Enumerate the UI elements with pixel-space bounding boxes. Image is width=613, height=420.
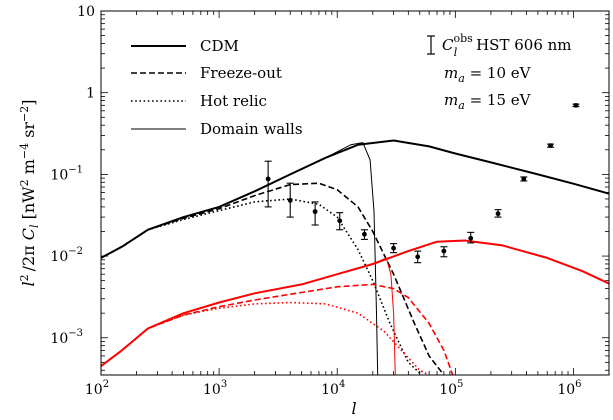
x-axis-label: l — [351, 399, 356, 418]
obs-point-10 — [520, 176, 528, 182]
obs-point-7 — [440, 246, 448, 258]
ma-10ev-label: ma = 10 eV — [444, 64, 532, 85]
series-15eV-freeze-out — [101, 283, 454, 375]
y-axis-label: l2/2π Cl [nW2 m−4 sr−2] — [18, 99, 41, 286]
y-tick-label-0: 10−3 — [50, 328, 83, 347]
legend-label-domain-walls: Domain walls — [200, 120, 303, 138]
y-tick-label-2: 10−1 — [50, 164, 83, 183]
obs-legend-label: Cobs l HST 606 nm — [442, 32, 572, 59]
x-tick-label-3: 105 — [439, 379, 463, 398]
obs-point-6 — [414, 250, 422, 264]
obs-label-base: C — [442, 36, 454, 54]
series-10eV-cdm — [101, 139, 609, 259]
tick-labels: 102 103 104 105 106 10−3 10−2 10−1 1 10 — [50, 4, 581, 398]
obs-point-12 — [572, 102, 580, 108]
x-tick-label-1: 103 — [203, 379, 227, 398]
obs-legend: Cobs l HST 606 nm ma = 10 eV ma = 15 eV — [427, 32, 572, 112]
axis-ticks — [100, 10, 610, 375]
obs-label-sup: obs — [453, 32, 473, 45]
x-tick-label-0: 102 — [85, 379, 109, 398]
legend-label-hot-relic: Hot relic — [200, 92, 267, 110]
svg-text:l2/2π Cl [nW2 m−4 sr−2]: l2/2π Cl [nW2 m−4 sr−2] — [18, 99, 41, 286]
obs-legend-marker — [427, 35, 435, 55]
obs-point-4 — [360, 229, 368, 240]
ma10-rest: = 10 eV — [465, 64, 532, 82]
y-tick-label-1: 10−2 — [50, 246, 83, 265]
legend: CDM Freeze-out Hot relic Domain walls — [131, 37, 303, 138]
obs-point-8 — [467, 231, 475, 244]
obs-point-11 — [547, 143, 555, 149]
series-layer — [101, 139, 609, 375]
obs-point-0 — [264, 160, 272, 208]
obs-label-sub: l — [454, 46, 458, 59]
ma15-sub: a — [458, 99, 465, 112]
obs-point-9 — [494, 209, 502, 218]
series-15eV-hot-relic — [101, 301, 430, 375]
series-10eV-domain-walls — [101, 142, 379, 375]
obs-point-1 — [286, 182, 294, 218]
series-10eV-freeze-out — [101, 182, 445, 375]
ma15-var: m — [444, 91, 458, 109]
obs-point-3 — [336, 212, 344, 231]
x-tick-label-4: 106 — [557, 379, 581, 398]
x-tick-label-2: 104 — [321, 379, 345, 398]
obs-point-5 — [390, 243, 398, 254]
plot-frame — [100, 10, 610, 376]
series-10eV-hot-relic — [101, 198, 423, 375]
series-15eV-domain-walls — [101, 257, 396, 375]
obs-point-2 — [311, 201, 319, 226]
obs-label-rest: HST 606 nm — [471, 36, 571, 54]
observations-layer — [264, 102, 580, 264]
y-tick-label-4: 10 — [77, 4, 95, 20]
ma10-var: m — [444, 64, 458, 82]
ma-15ev-label: ma = 15 eV — [444, 91, 532, 112]
legend-label-freeze-out: Freeze-out — [200, 64, 282, 82]
legend-label-cdm: CDM — [200, 37, 239, 55]
series-15eV-cdm — [101, 239, 609, 367]
y-tick-label-3: 1 — [86, 86, 95, 102]
ma15-rest: = 15 eV — [465, 91, 532, 109]
ma10-sub: a — [458, 72, 465, 85]
